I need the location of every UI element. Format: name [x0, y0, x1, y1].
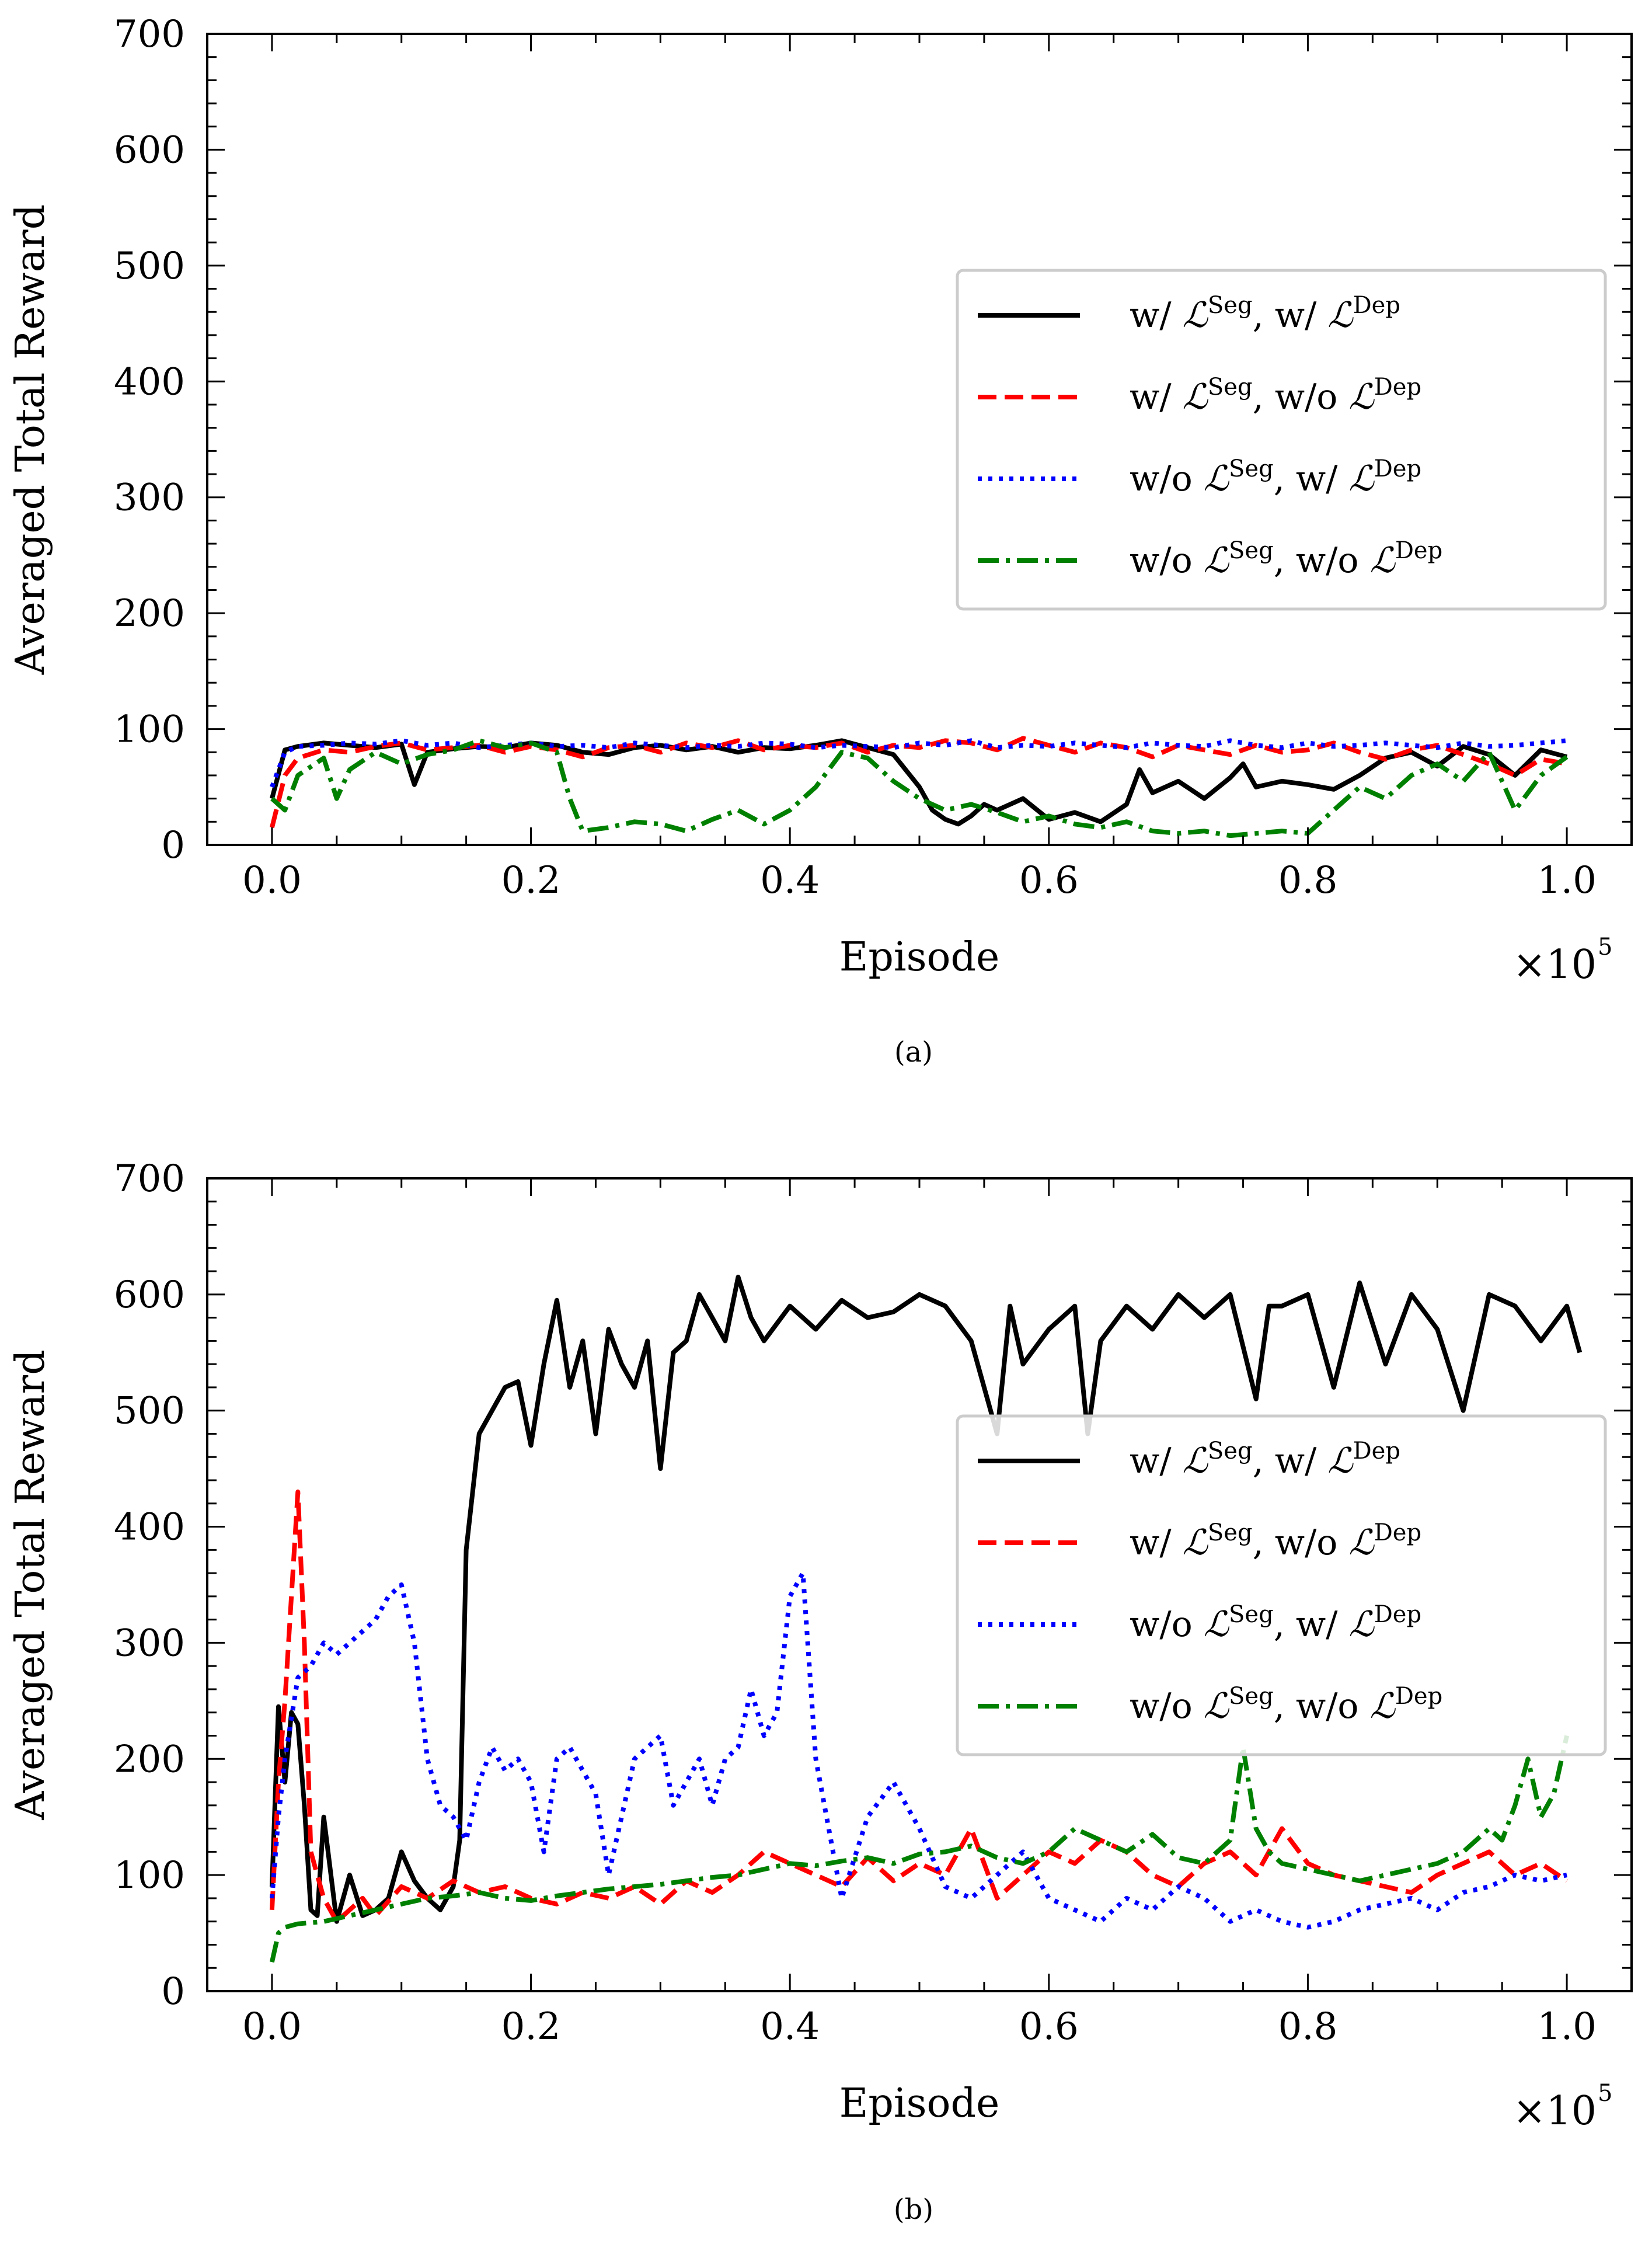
y-tick-label: 100 — [114, 708, 185, 752]
panel-caption: (a) — [894, 1036, 933, 1069]
x-multiplier-label: ×10 — [1512, 942, 1597, 988]
chart-panel-a: 0.0 0.2 0.4 0.6 0.8 1.0 0 100 200 300 400 500 600 700… — [8, 13, 1633, 1069]
y-tick-label: 600 — [114, 128, 185, 172]
y-tick-label: 500 — [114, 1390, 185, 1433]
legend-entry-3: w/o ℒSeg, w/ ℒDep — [1130, 1601, 1421, 1645]
legend-box — [956, 269, 1607, 611]
y-tick-label: 200 — [114, 1738, 185, 1781]
series-line-2 — [270, 736, 1567, 829]
series-line-2 — [269, 1489, 1569, 1924]
legend-entry-1: w/ ℒSeg, w/ ℒDep — [1130, 292, 1400, 336]
y-tick-label: 400 — [114, 360, 185, 403]
x-tick-label: 1.0 — [1537, 859, 1597, 902]
y-axis-label: Averaged Total Reward — [8, 204, 54, 675]
x-axis-label: Episode — [839, 934, 1000, 980]
legend-entry-4: w/o ℒSeg, w/o ℒDep — [1130, 537, 1442, 581]
x-tick-label: 0.2 — [501, 859, 561, 902]
x-tick-label: 0.4 — [760, 2005, 820, 2048]
x-tick-label: 0.0 — [242, 2005, 302, 2048]
y-tick-label: 0 — [161, 1970, 185, 2013]
series-line-1 — [270, 738, 1568, 827]
legend-box — [956, 1414, 1607, 1756]
legend-entry-1: w/ ℒSeg, w/ ℒDep — [1130, 1438, 1400, 1481]
x-tick-label: 0.8 — [1278, 859, 1338, 902]
series-line-4 — [270, 738, 1569, 839]
y-tick-label: 400 — [114, 1506, 185, 1549]
x-tick-label: 1.0 — [1537, 2005, 1597, 2048]
legend-entry-2: w/ ℒSeg, w/o ℒDep — [1130, 374, 1421, 418]
x-axis-label: Episode — [839, 2080, 1000, 2127]
y-tick-label: 300 — [114, 1622, 185, 1665]
legend: w/ ℒSeg, w/ ℒDep w/ ℒSeg, w/o ℒDep w/o ℒSe… — [956, 269, 1607, 611]
series-line-4 — [269, 1735, 1570, 1963]
legend-entry-2: w/ ℒSeg, w/o ℒDep — [1130, 1519, 1421, 1563]
legend-entry-3: w/o ℒSeg, w/ ℒDep — [1130, 455, 1421, 499]
y-tick-label: 700 — [114, 1157, 185, 1201]
y-tick-label: 700 — [114, 13, 185, 56]
x-multiplier-label: ×10 — [1512, 2088, 1597, 2134]
x-tick-label: 0.6 — [1019, 2005, 1079, 2048]
x-tick-label: 0.6 — [1019, 859, 1079, 902]
y-tick-label: 600 — [114, 1274, 185, 1317]
legend: w/ ℒSeg, w/ ℒDep w/ ℒSeg, w/o ℒDep w/o ℒSe… — [956, 1414, 1607, 1756]
x-multiplier-exponent: 5 — [1598, 2080, 1612, 2107]
chart-panel-b: 0.0 0.2 0.4 0.6 0.8 1.0 0 100 200 300 400 500 600 700… — [8, 1157, 1633, 2226]
panel-caption: (b) — [894, 2193, 933, 2226]
x-tick-label: 0.0 — [242, 859, 302, 902]
y-tick-label: 0 — [161, 824, 185, 867]
y-tick-label: 300 — [114, 476, 185, 520]
x-multiplier-exponent: 5 — [1598, 934, 1612, 961]
x-tick-label: 0.2 — [501, 2005, 561, 2048]
y-tick-label: 500 — [114, 245, 185, 288]
series-line-1 — [269, 1275, 1583, 1924]
y-tick-label: 200 — [114, 592, 185, 635]
y-axis-label: Averaged Total Reward — [8, 1349, 54, 1820]
x-tick-label: 0.4 — [760, 859, 820, 902]
y-tick-label: 100 — [114, 1854, 185, 1897]
x-tick-label: 0.8 — [1278, 2005, 1338, 2048]
legend-entry-4: w/o ℒSeg, w/o ℒDep — [1130, 1683, 1442, 1727]
